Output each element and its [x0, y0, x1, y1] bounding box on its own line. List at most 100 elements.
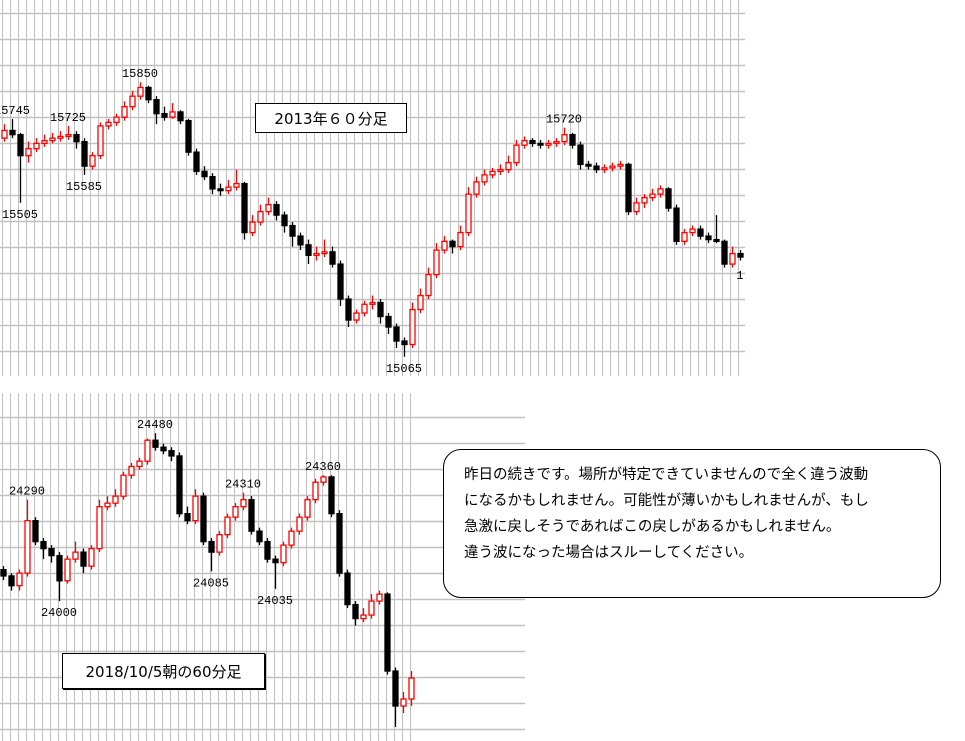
- candle: [128, 462, 135, 479]
- candle-body: [281, 214, 288, 227]
- candle: [705, 232, 712, 244]
- price-annotation: 24310: [225, 478, 261, 492]
- candle-body: [721, 240, 728, 265]
- candle: [328, 475, 335, 518]
- candle-body: [249, 221, 256, 234]
- candle-body: [328, 476, 335, 515]
- candle-body: [240, 499, 247, 508]
- candle: [385, 313, 392, 335]
- candle: [144, 438, 151, 465]
- candle: [264, 538, 271, 563]
- candle-body: [24, 520, 31, 574]
- grid-2013: [0, 0, 745, 376]
- candle-body: [353, 312, 360, 321]
- candle-body: [649, 193, 656, 199]
- candle: [505, 155, 512, 174]
- candle: [489, 167, 496, 179]
- candle: [272, 555, 279, 589]
- candle: [248, 496, 255, 535]
- candle: [401, 337, 408, 357]
- candle: [408, 671, 415, 707]
- candle: [609, 162, 616, 172]
- candle-body: [360, 614, 367, 620]
- candle-body: [57, 135, 64, 139]
- candle-body: [384, 593, 391, 672]
- candle-body: [585, 163, 592, 167]
- candle-body: [72, 551, 79, 560]
- candle: [145, 85, 152, 104]
- chart-title-2013: 2013年６０分足: [255, 103, 407, 133]
- candle-body: [505, 161, 512, 171]
- candle-body: [209, 175, 216, 190]
- candle: [713, 215, 720, 244]
- candle-body: [345, 298, 352, 321]
- candle-body: [217, 188, 224, 192]
- candle-body: [401, 340, 408, 346]
- price-annotation: 15745: [0, 104, 30, 118]
- candle: [409, 302, 416, 349]
- candle-body: [192, 495, 199, 522]
- candle: [361, 300, 368, 317]
- candle-body: [545, 142, 552, 146]
- candle-body: [129, 95, 136, 108]
- candle: [273, 201, 280, 221]
- price-annotation: 15505: [2, 208, 38, 222]
- candle-body: [264, 540, 271, 560]
- price-annotation: 24000: [41, 606, 77, 620]
- candle: [329, 246, 336, 268]
- candle-body: [481, 174, 488, 183]
- candle-body: [513, 144, 520, 164]
- candle: [577, 141, 584, 170]
- candle: [256, 527, 263, 546]
- candle-body: [304, 499, 311, 518]
- candle: [200, 492, 207, 546]
- candle-body: [321, 251, 328, 255]
- candle: [64, 555, 71, 584]
- candle: [153, 96, 160, 125]
- candle: [297, 232, 304, 251]
- candle-body: [184, 513, 191, 522]
- candle: [177, 110, 184, 125]
- candle: [280, 541, 287, 567]
- candle: [33, 138, 40, 153]
- candle-body: [40, 540, 47, 550]
- candle: [392, 667, 399, 728]
- candle: [113, 113, 120, 126]
- candle-body: [665, 188, 672, 209]
- price-annotation: 24360: [305, 460, 341, 474]
- candle-body: [224, 516, 231, 536]
- candle: [425, 267, 432, 300]
- candle: [73, 131, 80, 149]
- candle-body: [145, 86, 152, 101]
- candle: [49, 132, 56, 144]
- candle: [169, 103, 176, 119]
- candle-body: [65, 134, 72, 138]
- candle: [393, 323, 400, 349]
- candle: [377, 299, 384, 324]
- candle: [433, 243, 440, 279]
- candle-body: [280, 544, 287, 564]
- candle: [249, 215, 256, 237]
- candle-body: [392, 670, 399, 707]
- candle-body: [705, 235, 712, 241]
- candle: [353, 309, 360, 324]
- candle: [136, 457, 143, 470]
- candle-body: [561, 134, 568, 143]
- candle-body: [121, 106, 128, 118]
- candle: [384, 592, 391, 675]
- candle: [216, 531, 223, 556]
- candle-body: [441, 240, 448, 251]
- candle: [56, 552, 63, 602]
- candle-body: [489, 170, 496, 176]
- candle: [481, 169, 488, 186]
- candle: [545, 139, 552, 149]
- candle-body: [136, 460, 143, 468]
- candle-body: [272, 558, 279, 564]
- candle: [561, 127, 568, 146]
- candle-body: [417, 294, 424, 311]
- candle-body: [33, 142, 40, 150]
- candle: [721, 239, 728, 268]
- candle: [241, 181, 248, 240]
- price-annotation: 24290: [9, 485, 45, 499]
- candle-body: [313, 252, 320, 256]
